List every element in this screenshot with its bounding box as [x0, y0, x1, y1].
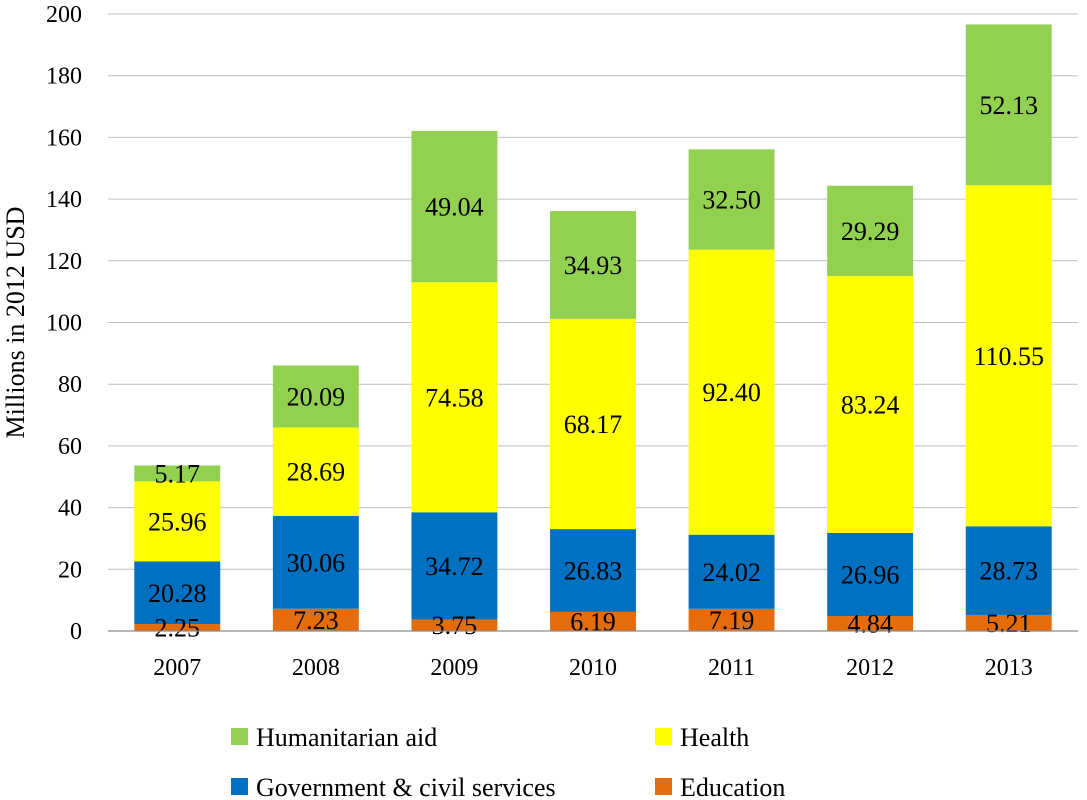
data-label: 30.06: [287, 548, 346, 577]
bar-segment: [550, 318, 636, 530]
data-label: 25.96: [148, 507, 207, 536]
bar-segment: [134, 465, 221, 482]
bar-segment: [550, 611, 636, 631]
x-tick-label: 2013: [985, 655, 1033, 681]
bar-segment: [272, 427, 359, 516]
x-tick-label: 2011: [708, 655, 755, 681]
data-label: 24.02: [702, 558, 761, 587]
data-label: 20.28: [148, 579, 207, 608]
bar-segment: [272, 608, 359, 631]
data-label: 32.50: [702, 186, 761, 215]
data-label: 6.19: [570, 607, 616, 636]
y-tick-label: 40: [58, 496, 82, 522]
bar-segment: [827, 616, 914, 631]
bar-segment: [134, 481, 221, 562]
y-tick-label: 180: [46, 64, 82, 90]
data-label: 7.19: [709, 606, 755, 635]
x-tick-label: 2009: [430, 655, 478, 681]
data-label: 68.17: [564, 410, 623, 439]
legend-swatch: [231, 728, 248, 745]
bar-segment: [827, 532, 914, 617]
y-axis-title: Millions in 2012 USD: [1, 207, 30, 439]
bar-segment: [688, 608, 775, 631]
x-tick-label: 2007: [153, 655, 201, 681]
legend-label: Health: [680, 723, 749, 752]
y-tick-label: 140: [46, 187, 82, 213]
data-label: 4.84: [847, 610, 893, 639]
y-tick-label: 160: [46, 125, 82, 151]
data-label: 34.93: [564, 251, 623, 280]
legend-item: Humanitarian aid: [231, 723, 437, 752]
data-label: 3.75: [432, 611, 478, 640]
data-label: 92.40: [702, 378, 761, 407]
y-tick-label: 60: [58, 434, 82, 460]
bar-segment: [411, 619, 498, 631]
bar-segment: [134, 624, 221, 631]
data-label: 34.72: [425, 552, 484, 581]
y-tick-label: 80: [58, 372, 82, 398]
data-label: 110.55: [973, 342, 1044, 371]
x-tick-label: 2012: [846, 655, 894, 681]
bar-segment: [688, 534, 775, 609]
bar-segment: [411, 282, 498, 513]
bars: [134, 24, 1052, 631]
bar-segment: [550, 211, 636, 319]
legend-swatch: [655, 728, 672, 745]
bar-segment: [965, 24, 1052, 186]
x-tick-label: 2008: [292, 655, 340, 681]
data-label: 7.23: [293, 606, 339, 635]
bar-segment: [965, 614, 1052, 631]
bar-segment: [272, 365, 359, 428]
data-label: 83.24: [841, 390, 900, 419]
bar-segment: [965, 185, 1052, 527]
data-label: 28.73: [979, 557, 1038, 586]
bar-segment: [550, 529, 636, 612]
bar-segment: [272, 515, 359, 609]
data-labels: 2.25 20.28 25.96 5.17 7.23 30.06 28.69 20.09 3.7…: [148, 91, 1044, 643]
bar-segment: [688, 249, 775, 535]
x-axis-ticks: 2007 2008 2009 2010 2011 2012 2013: [153, 655, 1032, 681]
legend-label: Education: [680, 773, 785, 800]
legend-swatch: [231, 778, 248, 795]
legend-item: Government & civil services: [231, 773, 556, 800]
data-label: 26.83: [564, 557, 623, 586]
data-label: 26.96: [841, 560, 900, 589]
data-label: 74.58: [425, 383, 484, 412]
y-tick-label: 0: [70, 619, 82, 645]
legend-label: Humanitarian aid: [256, 723, 437, 752]
legend-label: Government & civil services: [256, 773, 556, 800]
bar-segment: [688, 149, 775, 250]
bar-segment: [965, 526, 1052, 615]
y-axis-ticks: 0 20 40 60 80 100 120 140 160 180 200: [46, 2, 82, 645]
x-tick-label: 2010: [569, 655, 617, 681]
y-tick-label: 100: [46, 311, 82, 337]
y-tick-label: 20: [58, 557, 82, 583]
data-label: 5.21: [986, 609, 1032, 638]
data-label: 5.17: [155, 459, 201, 488]
bar-segment: [827, 276, 914, 533]
data-label: 28.69: [287, 458, 346, 487]
y-tick-label: 200: [46, 2, 82, 28]
data-label: 29.29: [841, 217, 900, 246]
data-label: 2.25: [155, 614, 201, 643]
bar-segment: [411, 130, 498, 283]
legend-swatch: [655, 778, 672, 795]
data-label: 52.13: [979, 91, 1038, 120]
bar-segment: [827, 185, 914, 277]
bar-segment: [411, 512, 498, 620]
data-label: 49.04: [425, 193, 484, 222]
legend: Humanitarian aid Health Government & civil…: [231, 723, 785, 800]
y-tick-label: 120: [46, 249, 82, 275]
legend-item: Health: [655, 723, 749, 752]
legend-item: Education: [655, 773, 785, 800]
bar-segment: [134, 561, 221, 625]
data-label: 20.09: [287, 382, 346, 411]
